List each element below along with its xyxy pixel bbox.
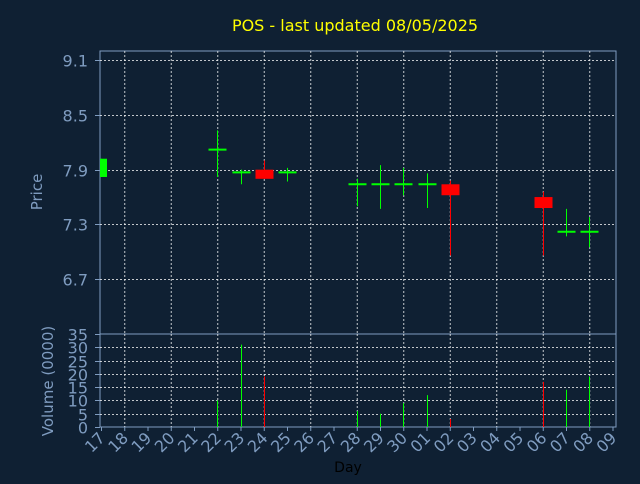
price-tick-label: 7.3 xyxy=(63,216,88,235)
candle-28 xyxy=(348,178,367,207)
price-tick-label: 7.9 xyxy=(63,162,88,181)
volume-tick-label: 0 xyxy=(78,419,88,438)
price-tick-label: 8.5 xyxy=(63,107,88,126)
price-tick-label: 6.7 xyxy=(63,271,88,290)
candle-body xyxy=(441,184,460,196)
candle-30 xyxy=(394,167,413,196)
price-panel: 6.7 7.3 7.9 8.5 9.1 xyxy=(63,50,617,335)
candle-29 xyxy=(371,165,390,209)
volume-tick-label: 5 xyxy=(78,406,88,425)
candle-24 xyxy=(255,160,274,179)
chart-title: POS - last updated 08/05/2025 xyxy=(232,16,478,35)
volume-tick-label: 10 xyxy=(68,392,88,411)
candle-07 xyxy=(557,208,576,237)
x-axis-ticks: 1718192021222324252627282930010203040506… xyxy=(81,427,620,456)
volume-axis-label: Volume (0000) xyxy=(39,326,57,436)
volume-tick-label: 25 xyxy=(68,353,88,372)
volume-tick-label: 35 xyxy=(68,326,88,345)
candle-08 xyxy=(580,217,599,248)
candle-22 xyxy=(208,130,227,177)
candle-body xyxy=(255,169,274,179)
candle-01 xyxy=(418,173,437,209)
volume-tick-label: 20 xyxy=(68,366,88,385)
candle-23 xyxy=(232,169,251,185)
volume-tick-label: 15 xyxy=(68,379,88,398)
candle-17 xyxy=(100,158,107,177)
candle-06 xyxy=(534,191,553,256)
candle-25 xyxy=(278,167,297,182)
price-axis-label: Price xyxy=(28,174,46,211)
candle-02 xyxy=(441,180,460,256)
volume-tick-label: 30 xyxy=(68,339,88,358)
price-tick-label: 9.1 xyxy=(63,52,88,71)
x-axis-label: Day xyxy=(334,460,362,476)
candle-body xyxy=(534,197,553,209)
candle-body xyxy=(100,158,107,177)
